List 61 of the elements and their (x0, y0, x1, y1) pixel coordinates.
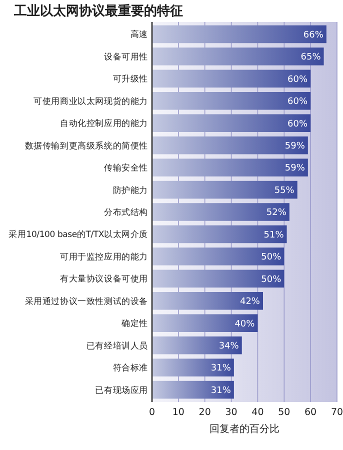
x-tick-label: 10 (172, 407, 184, 418)
data-label: 52% (266, 208, 287, 218)
bar (152, 48, 324, 66)
y-tick-label: 可升级性 (112, 74, 148, 85)
x-tick-label: 60 (304, 407, 317, 418)
y-tick-label: 自动化控制应用的能力 (60, 118, 148, 130)
y-tick-label: 有大量协议设备可使用 (60, 274, 148, 285)
data-label: 60% (288, 119, 308, 130)
x-axis-title: 回复者的百分比 (210, 423, 280, 435)
y-tick-label: 数据传输到更高级系统的简便性 (24, 140, 148, 152)
bar (152, 25, 326, 44)
data-label: 60% (288, 97, 308, 108)
bar (152, 70, 311, 88)
bar (152, 92, 311, 110)
x-tick-label: 50 (278, 407, 290, 418)
bar (152, 292, 263, 310)
y-tick-label: 已有经培训人员 (86, 340, 148, 352)
bar (152, 136, 308, 154)
bar (152, 314, 258, 332)
y-tick-label: 采用通过协议一致性测试的设备 (24, 296, 148, 307)
y-tick-label: 防护能力 (112, 184, 148, 196)
x-tick-label: 70 (330, 407, 343, 418)
bar (152, 180, 298, 199)
data-label: 42% (240, 297, 260, 308)
data-label: 60% (288, 74, 308, 85)
bar (152, 270, 284, 288)
data-label: 51% (264, 230, 284, 240)
bar (152, 380, 234, 399)
data-label: 55% (274, 186, 295, 196)
x-tick-label: 0 (148, 407, 156, 418)
y-tick-label: 分布式结构 (104, 206, 148, 218)
y-tick-label: 设备可用性 (104, 51, 148, 62)
data-label: 31% (210, 364, 232, 374)
y-tick-label: 传输安全性 (104, 162, 148, 174)
y-tick-label: 高速 (130, 29, 148, 40)
bar (152, 248, 284, 266)
y-tick-label: 确定性 (120, 318, 148, 330)
x-tick-label: 20 (198, 407, 211, 418)
x-tick-label: 30 (225, 407, 238, 418)
y-tick-label: 采用10/100 base的T/TX以太网介质 (8, 229, 148, 240)
bar (152, 358, 234, 376)
data-label: 50% (261, 274, 282, 285)
bar (152, 158, 308, 176)
bar (152, 225, 287, 244)
data-label: 34% (218, 341, 240, 352)
data-label: 65% (300, 52, 322, 63)
chart-title: 工业以太网协议最重要的特征 (13, 3, 183, 19)
y-tick-label: 符合标准 (112, 362, 148, 374)
x-tick-label: 40 (252, 407, 264, 418)
data-label: 50% (261, 252, 282, 263)
data-label: 59% (284, 141, 306, 152)
y-tick-label: 可用于监控应用的能力 (60, 251, 148, 262)
bar (152, 203, 290, 221)
y-tick-label: 已有现场应用 (95, 384, 148, 396)
data-label: 59% (284, 164, 306, 174)
data-label: 40% (234, 319, 256, 330)
data-label: 66% (303, 30, 324, 40)
data-label: 31% (210, 386, 232, 396)
bar (152, 114, 311, 132)
bar (152, 336, 242, 354)
y-tick-label: 可使用商业以太网现货的能力 (34, 96, 148, 107)
